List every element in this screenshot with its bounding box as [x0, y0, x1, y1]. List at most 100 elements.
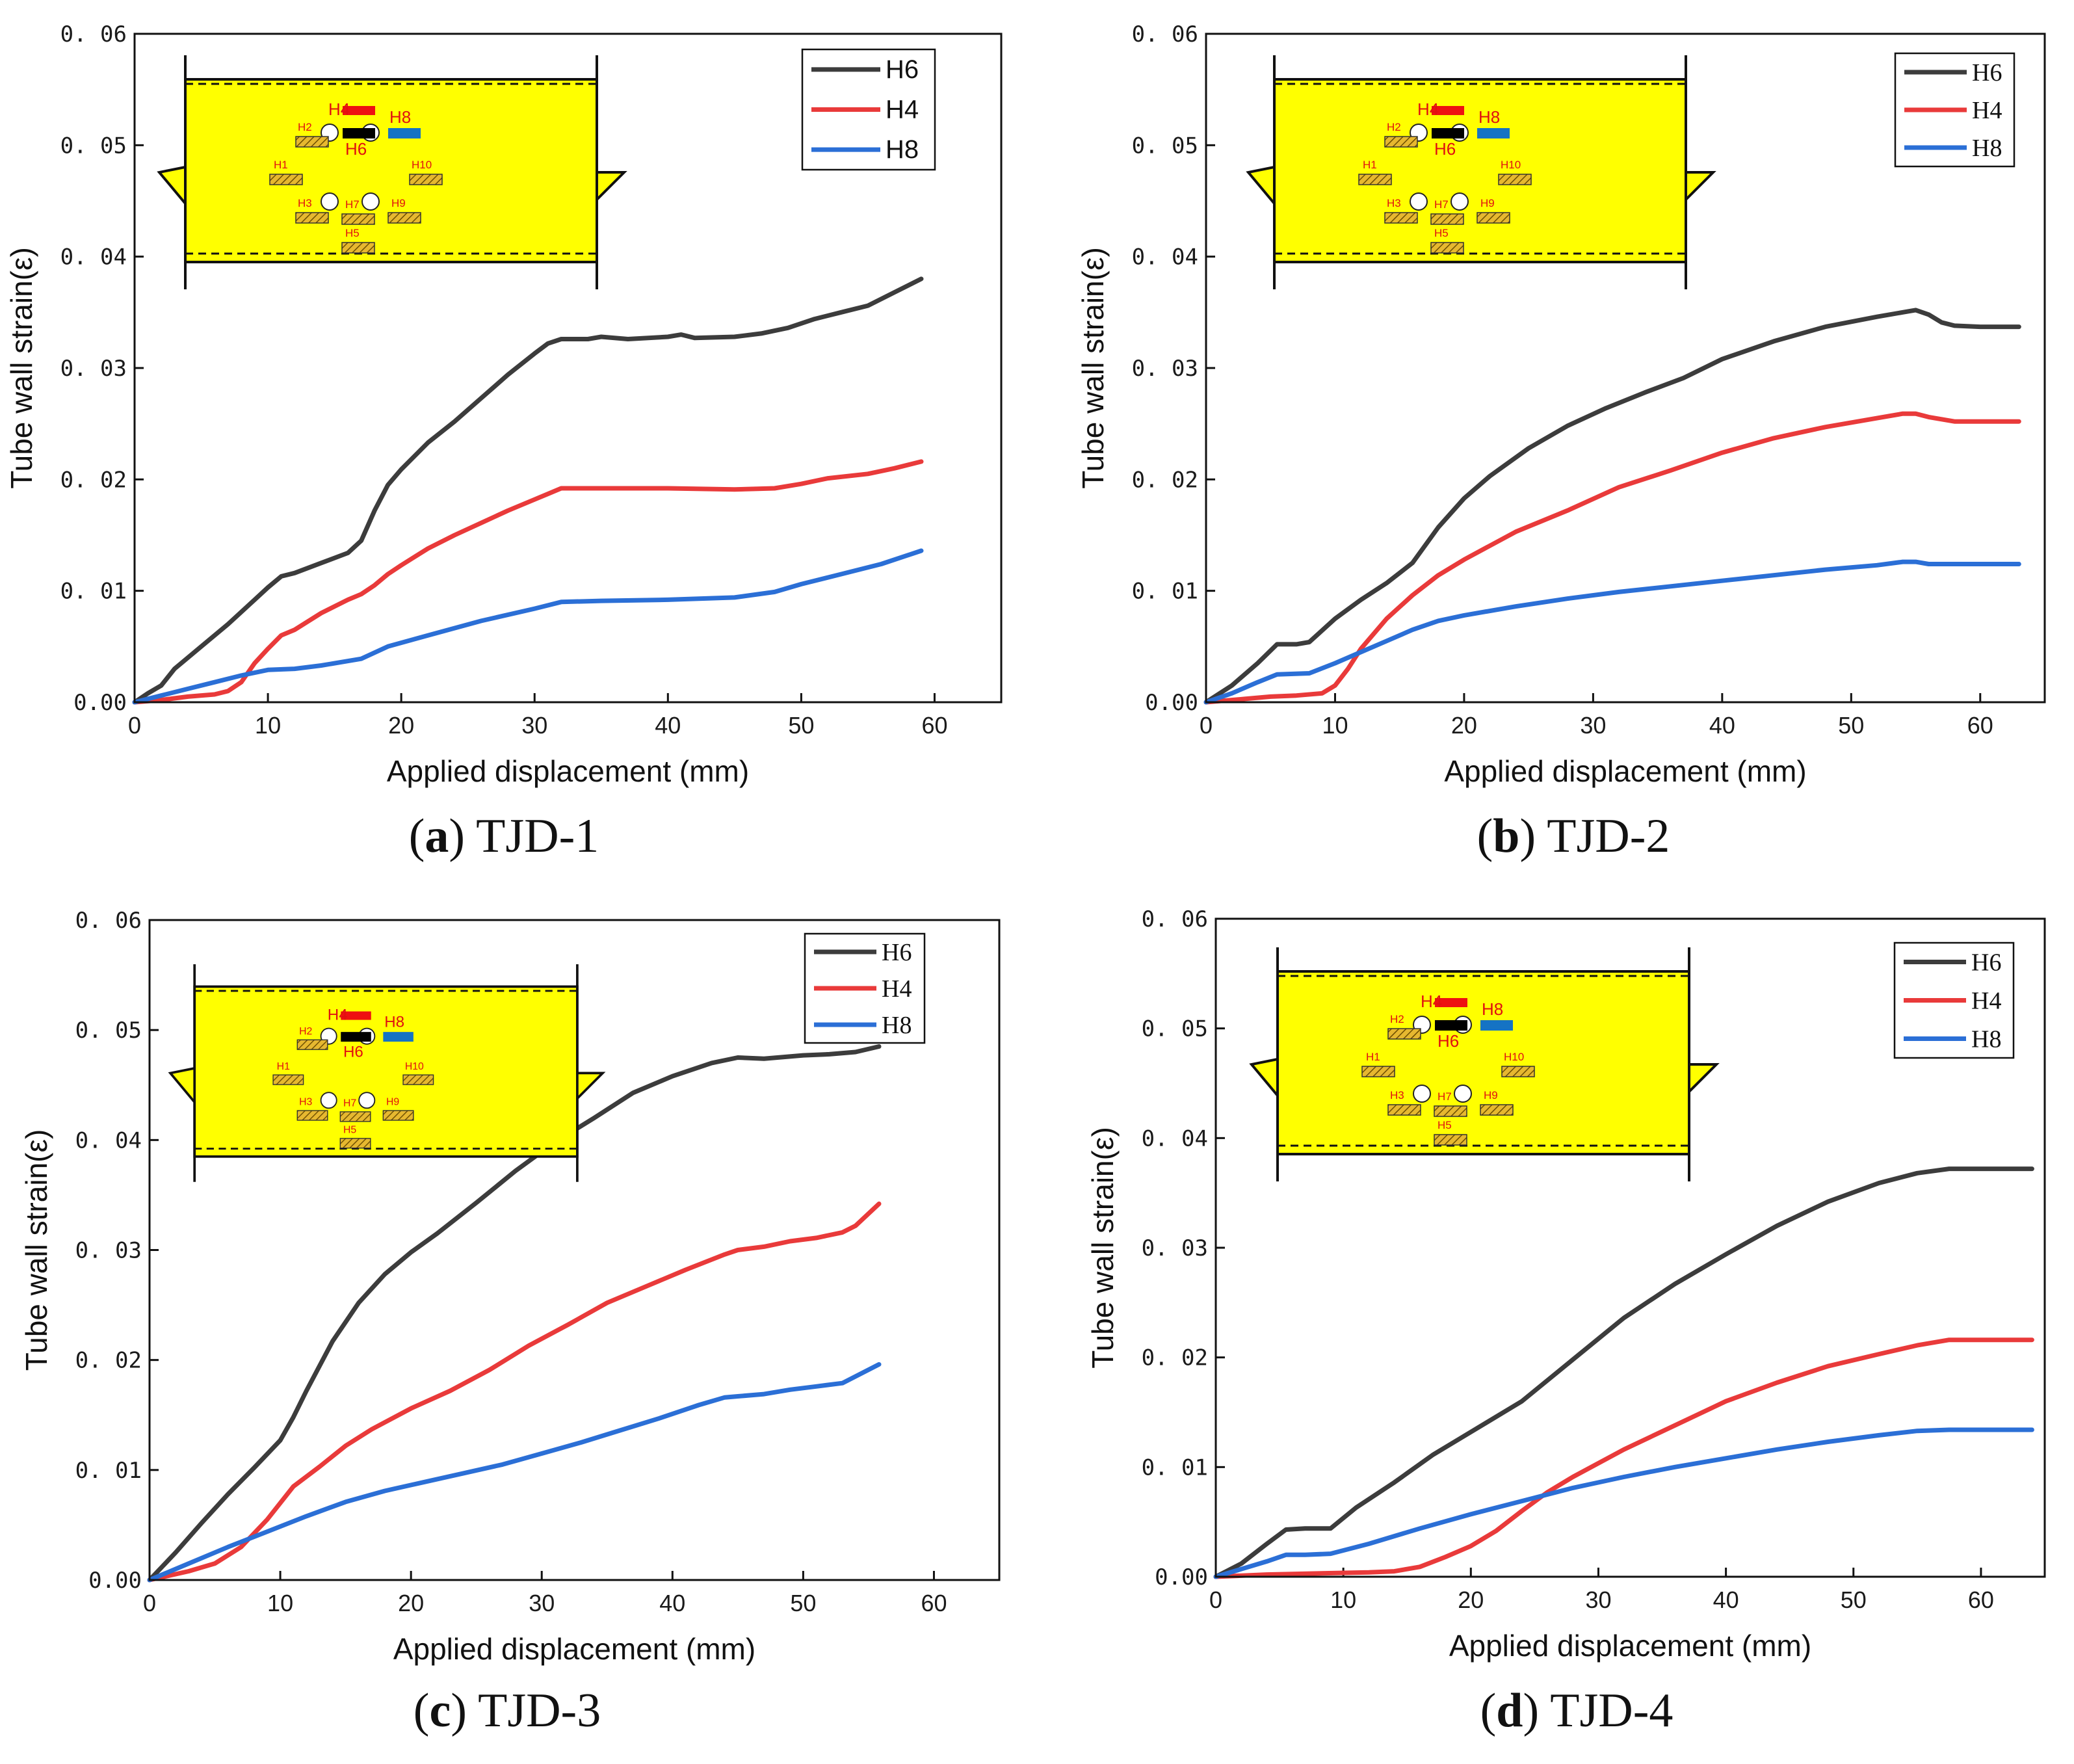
- series-line-h8: [147, 1362, 882, 1583]
- y-tick-label: 0. 02: [75, 1348, 142, 1374]
- gauge-label: H1: [1363, 159, 1377, 171]
- strain-gauge-icon: [341, 242, 375, 254]
- x-tick-label: 50: [788, 712, 814, 739]
- gauge-label: H10: [405, 1061, 424, 1072]
- strain-gauge-icon: [1358, 174, 1392, 185]
- gauge-label: H2: [299, 1026, 312, 1037]
- inset-diagram-3: H2 H1 H3 H7 H5 H9 H10 H4 H6 H8: [1249, 947, 1720, 1181]
- y-tick-label: 0. 04: [75, 1127, 142, 1153]
- inset-diagram-2: H2 H1 H3 H7 H5 H9 H10 H4 H6 H8: [168, 964, 606, 1182]
- series-line-h6: [1213, 1166, 2034, 1579]
- plot-frame: [1214, 917, 2046, 1578]
- x-tick-label: 30: [1585, 1586, 1611, 1613]
- plot-frame: [133, 33, 1003, 704]
- gauge-label: H6: [343, 1043, 363, 1060]
- strain-gauge-icon: [1498, 174, 1532, 185]
- y-tick-label: 0. 03: [60, 356, 127, 382]
- chart-panel-d: 0.00 0. 01 0. 02 0. 03 0. 04 0. 05 0. 06 0 10 20 3…: [1086, 906, 2046, 1737]
- gauge-label: H10: [1504, 1051, 1524, 1063]
- bolt-hole-icon: [1450, 192, 1469, 211]
- x-tick-label: 0: [1200, 712, 1213, 739]
- gauge-label: H1: [274, 159, 288, 171]
- y-axis-label: Tube wall strain(ε): [5, 247, 38, 489]
- gauge-label: H4: [328, 1007, 348, 1024]
- legend-label: H6: [886, 55, 919, 84]
- y-tick-label: 0. 01: [75, 1458, 142, 1484]
- y-tick-label: 0. 04: [1142, 1126, 1208, 1152]
- x-tick-label: 40: [1709, 712, 1735, 739]
- gauge-label: H5: [345, 227, 360, 239]
- gauge-label: H4: [1421, 992, 1442, 1011]
- x-tick-label: 40: [655, 712, 681, 739]
- legend-label: H8: [1972, 135, 2002, 162]
- legend: H6 H4 H8: [804, 932, 926, 1044]
- gauge-h8-marker: [1477, 128, 1510, 138]
- y-tick-label: 0.00: [1155, 1564, 1208, 1590]
- gauge-label: H3: [1387, 197, 1401, 209]
- legend: H6 H4 H8: [1893, 941, 2015, 1059]
- bolt-hole-icon: [1410, 192, 1428, 211]
- bolt-hole-icon: [320, 1092, 337, 1109]
- gauge-label: H1: [1366, 1051, 1380, 1063]
- legend-label: H8: [886, 135, 919, 164]
- x-axis-label: Applied displacement (mm): [393, 1632, 755, 1666]
- panel-caption: (c) TJD-3: [413, 1684, 601, 1737]
- strain-gauge-icon: [339, 1111, 371, 1122]
- gauge-label: H7: [343, 1098, 356, 1109]
- y-tick-label: 0.00: [88, 1568, 142, 1594]
- gauge-h8-marker: [1480, 1020, 1513, 1031]
- gauge-label: H5: [1437, 1119, 1452, 1131]
- gauge-label: H3: [298, 197, 312, 209]
- x-tick-label: 20: [388, 712, 414, 739]
- series-line-h8: [132, 548, 924, 705]
- gauge-label: H9: [386, 1097, 399, 1108]
- x-tick-label: 10: [267, 1590, 293, 1616]
- series-line-h8: [1203, 559, 2021, 705]
- strain-gauge-icon: [1387, 1104, 1421, 1116]
- x-tick-label: 0: [1209, 1586, 1222, 1613]
- y-tick-label: 0. 02: [1132, 467, 1198, 493]
- gauge-label: H1: [277, 1061, 290, 1072]
- series-line-h4: [1213, 1337, 2034, 1579]
- x-axis-label: Applied displacement (mm): [387, 754, 749, 788]
- gauge-h8-marker: [388, 128, 421, 138]
- chart-panel-c: 0.00 0. 01 0. 02 0. 03 0. 04 0. 05 0. 06 0 10 20 3…: [20, 908, 1001, 1737]
- series-line-h4: [147, 1201, 882, 1583]
- y-tick-label: 0.00: [73, 690, 127, 716]
- gauge-label: H2: [1387, 121, 1401, 133]
- strain-gauge-icon: [295, 212, 329, 224]
- gauge-label: H3: [299, 1097, 312, 1108]
- bolt-hole-icon: [361, 192, 380, 211]
- x-tick-label: 30: [529, 1590, 555, 1616]
- y-tick-label: 0. 01: [1142, 1455, 1208, 1481]
- strain-gauge-icon: [1430, 213, 1464, 225]
- strain-gauge-icon: [1361, 1066, 1395, 1077]
- bolt-hole-icon: [1413, 1085, 1431, 1103]
- gauge-h6-marker: [341, 1032, 371, 1042]
- series-line-h4: [132, 459, 924, 705]
- x-tick-label: 60: [1968, 1586, 1994, 1613]
- chart-panel-b: 0.00 0. 01 0. 02 0. 03 0. 04 0. 05 0. 06 0 10 20 3…: [1076, 21, 2046, 863]
- strain-gauge-icon: [1384, 136, 1418, 148]
- x-tick-label: 20: [1458, 1586, 1484, 1613]
- y-tick-label: 0. 03: [1142, 1235, 1208, 1261]
- strain-gauge-icon: [341, 213, 375, 225]
- strain-gauge-icon: [1480, 1104, 1514, 1116]
- legend: H6 H4 H8: [1894, 52, 2015, 168]
- x-tick-label: 10: [1322, 712, 1348, 739]
- strain-gauge-icon: [1434, 1105, 1467, 1117]
- gauge-label: H9: [391, 197, 406, 209]
- strain-gauge-icon: [272, 1074, 304, 1085]
- strain-gauge-icon: [387, 212, 421, 224]
- inset-diagram-0: H2 H1 H3 H7 H5 H9 H10 H4 H6 H8: [157, 55, 627, 289]
- y-tick-label: 0. 04: [60, 244, 127, 270]
- y-tick-label: 0. 05: [75, 1018, 142, 1044]
- gauge-label: H8: [1482, 999, 1503, 1019]
- panel-caption: (d) TJD-4: [1480, 1684, 1674, 1737]
- strain-gauge-icon: [409, 174, 443, 185]
- plot-frame: [1205, 33, 2046, 704]
- strain-gauge-icon: [1384, 212, 1418, 224]
- gauge-label: H10: [412, 159, 432, 171]
- x-tick-label: 60: [921, 1590, 947, 1616]
